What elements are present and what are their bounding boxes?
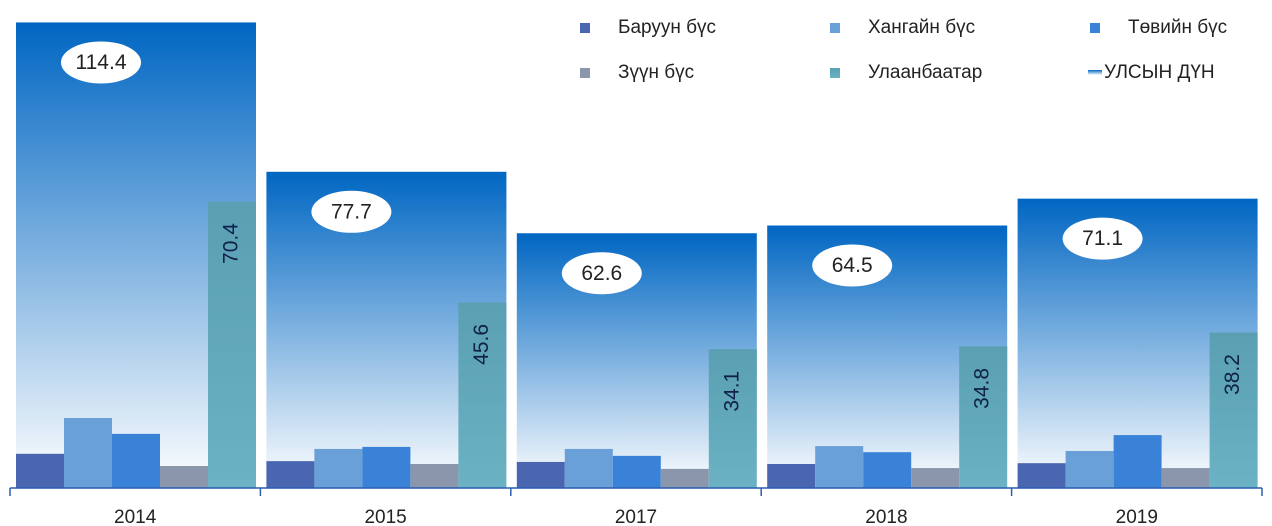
total-label: 114.4 xyxy=(76,51,127,74)
legend-swatch xyxy=(1090,23,1100,33)
x-tick-label: 2017 xyxy=(615,507,657,526)
bar xyxy=(160,466,208,488)
label-bubble xyxy=(561,252,642,295)
legend-label: Төвийн бүс xyxy=(1128,17,1227,38)
bar xyxy=(1161,468,1210,488)
bar xyxy=(410,463,459,488)
bar xyxy=(1209,332,1258,488)
bar xyxy=(1065,450,1114,488)
bar xyxy=(612,455,661,488)
legend-swatch xyxy=(830,68,840,78)
legend-swatch xyxy=(830,23,840,33)
bar xyxy=(564,448,613,488)
legend-label: Улаанбаатар xyxy=(868,62,982,83)
bar xyxy=(458,302,507,488)
total-label: 71.1 xyxy=(1082,227,1123,250)
value-label: 38.2 xyxy=(1221,354,1244,395)
bar xyxy=(1113,435,1162,488)
legend-label: Зүүн бүс xyxy=(618,62,694,83)
total-label: 62.6 xyxy=(581,262,622,285)
bar xyxy=(1017,463,1066,488)
bar xyxy=(767,463,816,488)
bar xyxy=(863,452,912,488)
x-tick-label: 2019 xyxy=(1116,507,1158,526)
bar xyxy=(911,468,960,488)
bar xyxy=(708,349,757,488)
bar xyxy=(266,461,315,488)
x-tick-label: 2018 xyxy=(865,507,907,526)
legend-label: Баруун бүс xyxy=(618,17,716,38)
label-bubble xyxy=(812,244,893,287)
bar xyxy=(16,453,64,488)
legend-label: Хангайн бүс xyxy=(868,17,975,38)
bar xyxy=(959,346,1008,488)
x-tick-label: 2014 xyxy=(114,507,157,526)
value-label: 70.4 xyxy=(220,223,243,264)
bar xyxy=(362,446,411,488)
value-label: 34.8 xyxy=(971,368,994,409)
bar xyxy=(208,201,256,488)
legend-label: УЛСЫН ДҮН xyxy=(1104,62,1215,83)
total-label: 64.5 xyxy=(832,254,873,277)
legend-swatch xyxy=(580,23,590,33)
bar xyxy=(112,433,160,488)
legend-swatch xyxy=(580,68,590,78)
value-label: 45.6 xyxy=(470,324,493,365)
bar xyxy=(64,418,112,488)
x-tick-label: 2015 xyxy=(364,507,406,526)
label-bubble xyxy=(311,190,392,233)
bar xyxy=(660,468,709,488)
label-bubble xyxy=(61,41,141,84)
bar xyxy=(516,461,565,488)
bar xyxy=(815,446,864,488)
label-bubble xyxy=(1062,217,1143,260)
value-label: 34.1 xyxy=(720,371,743,412)
bar xyxy=(314,448,363,488)
total-label: 77.7 xyxy=(331,200,372,223)
legend-swatch xyxy=(1088,70,1102,75)
